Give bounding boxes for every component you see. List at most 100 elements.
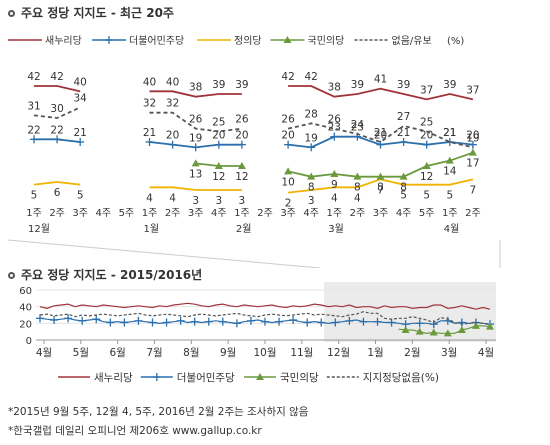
- series1-point-3: [376, 172, 385, 180]
- series1-line-0: [288, 85, 474, 101]
- series1-line-4: [149, 111, 243, 133]
- series1-label-1: 20: [281, 130, 294, 142]
- x1-week-label: 3주: [280, 208, 296, 219]
- chart2-highlight-band: [324, 282, 496, 342]
- series1-label-0: 39: [351, 79, 364, 91]
- series1-label-1: 20: [235, 130, 248, 142]
- footnote-survey: *2015년 9월 5주, 12월 4, 5주, 2016년 2월 2주는 조사…: [8, 406, 309, 418]
- x1-week-label: 2주: [49, 208, 65, 219]
- chart1-title-text: 주요 정당 지지도 - 최근 20주: [21, 6, 174, 20]
- chart2-title-text: 주요 정당 지지도 - 2015/2016년: [21, 268, 203, 282]
- series1-label-3: 12: [235, 171, 248, 183]
- series1-label-4: 32: [143, 98, 156, 110]
- legend2-label-1: 더불어민주당: [177, 372, 235, 384]
- series1-label-4: 27: [397, 111, 410, 123]
- x1-week-label: 1주: [26, 208, 42, 219]
- series2-point-2: [401, 326, 410, 333]
- series1-line-2: [149, 186, 242, 191]
- series1-point-3: [445, 156, 454, 164]
- series1-label-0: 37: [466, 84, 479, 96]
- footnote-source: *한국갤럽 데일리 오피니언 제206호 www.gallup.co.kr: [8, 425, 262, 437]
- series1-point-3: [399, 172, 408, 180]
- series1-label-2: 5: [446, 190, 453, 202]
- x2-month-label: 12월: [327, 347, 350, 359]
- series1-point-3: [353, 172, 362, 180]
- series1-label-0: 42: [305, 71, 318, 83]
- x1-week-label: 1주: [327, 208, 343, 219]
- series1-label-2: 5: [77, 190, 84, 202]
- series1-label-4: 21: [443, 127, 456, 139]
- series1-label-1: 21: [74, 127, 87, 139]
- series1-point-3: [307, 172, 316, 180]
- bullet-icon: [8, 272, 15, 279]
- series1-point-3: [191, 159, 200, 167]
- legend2-label-3: 지지정당없음(%): [363, 371, 439, 384]
- series1-label-3: 14: [443, 166, 457, 178]
- y2-tick-label: 60: [19, 286, 32, 297]
- x1-week-label: 2주: [350, 208, 366, 219]
- series1-point-3: [468, 148, 477, 156]
- series1-label-3: 13: [189, 168, 202, 180]
- bullet-icon: [8, 10, 15, 17]
- series1-label-0: 39: [212, 79, 225, 91]
- x2-month-label: 11월: [290, 347, 313, 359]
- series1-label-2: 3: [215, 195, 222, 207]
- series1-label-2: 5: [400, 190, 407, 202]
- x2-month-label: 2월: [404, 347, 420, 359]
- series2-line-0: [39, 302, 491, 310]
- x2-month-label: 9월: [220, 347, 236, 359]
- x2-month-label: 7월: [146, 347, 162, 359]
- series1-label-1: 21: [397, 127, 410, 139]
- series1-label-1: 20: [166, 130, 179, 142]
- series1-label-0: 41: [374, 74, 387, 86]
- series1-label-2: 6: [54, 187, 61, 199]
- series1-label-4: 26: [189, 114, 203, 126]
- series1-label-3: 8: [377, 182, 384, 194]
- x1-week-label: 2주: [465, 208, 481, 219]
- series1-label-4: 31: [27, 100, 40, 112]
- x1-week-label: 5주: [119, 208, 135, 219]
- series1-line-4: [287, 122, 474, 149]
- series2-point-2: [429, 328, 438, 336]
- series1-label-2: 7: [470, 184, 477, 196]
- series1-label-1: 23: [328, 122, 341, 134]
- series1-label-2: 4: [146, 192, 153, 204]
- series1-point-3: [422, 162, 431, 169]
- series1-label-1: 20: [466, 130, 479, 142]
- series2-point-2: [471, 321, 480, 329]
- series1-label-3: 8: [400, 182, 407, 194]
- x1-week-label: 2주: [257, 208, 273, 219]
- series1-label-3: 12: [212, 171, 225, 183]
- y2-tick-label: 40: [19, 303, 32, 314]
- legend2-label-0: 새누리당: [94, 372, 133, 384]
- series1-label-0: 40: [74, 76, 87, 88]
- x1-month-label: 3월: [328, 223, 344, 235]
- x1-week-label: 5주: [419, 208, 435, 219]
- legend1-label-1: 더불어민주당: [129, 35, 184, 47]
- series1-point-3: [237, 162, 246, 169]
- chart2-title: 주요 정당 지지도 - 2015/2016년: [8, 266, 202, 283]
- legend1-marker-3: [283, 36, 292, 43]
- series1-label-2: 5: [31, 190, 38, 202]
- x1-week-label: 2주: [165, 208, 181, 219]
- x1-week-label: 4주: [396, 208, 412, 219]
- series1-label-4: 34: [74, 92, 88, 104]
- series1-label-1: 22: [50, 124, 63, 136]
- series1-label-2: 4: [354, 192, 361, 204]
- x2-month-label: 1월: [367, 347, 383, 359]
- series1-label-0: 40: [166, 76, 179, 88]
- legend1-label-2: 정의당: [234, 35, 262, 47]
- series1-label-3: 10: [281, 176, 294, 188]
- x1-month-label: 4월: [444, 223, 460, 235]
- series1-label-3: 17: [466, 158, 479, 170]
- series1-label-1: 20: [212, 130, 225, 142]
- series1-label-1: 19: [305, 132, 318, 144]
- series1-label-4: 21: [374, 127, 387, 139]
- series1-label-1: 21: [443, 127, 456, 139]
- chart1-title: 주요 정당 지지도 - 최근 20주: [8, 4, 174, 21]
- series1-label-0: 39: [235, 79, 248, 91]
- series1-line-0: [149, 90, 242, 98]
- series2-point-2: [415, 327, 424, 335]
- series1-label-4: 26: [328, 114, 342, 126]
